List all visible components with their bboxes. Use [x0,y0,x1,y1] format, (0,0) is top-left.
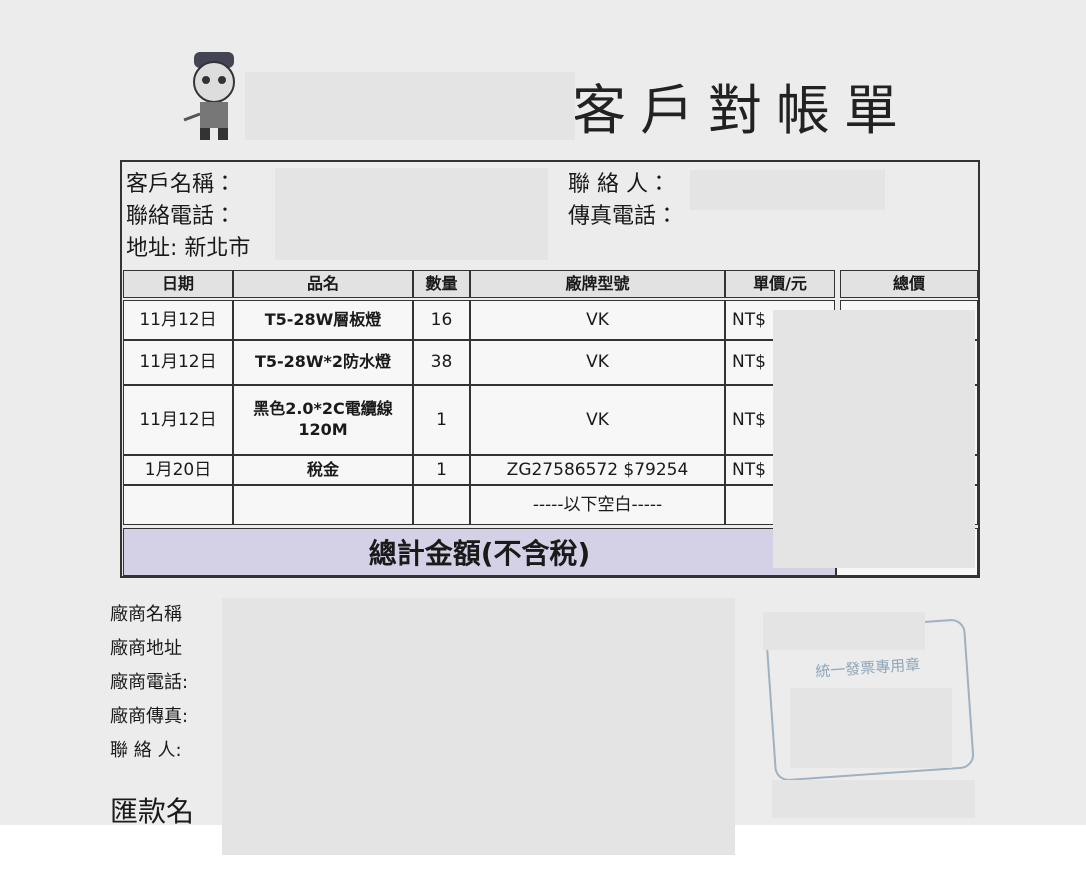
redaction [772,780,975,818]
vendor-label: 廠商電話: [110,672,189,693]
table-cell: VK [470,340,725,385]
customer-phone-label: 聯絡電話： [126,204,237,229]
table-cell: -----以下空白----- [470,485,725,525]
redaction [763,612,925,650]
table-cell: VK [470,300,725,340]
redaction [790,688,952,768]
redaction [690,170,885,210]
header-cell: 日期 [123,270,233,298]
table-cell: T5-28W層板燈 [233,300,413,340]
header-cell: 廠牌型號 [470,270,725,298]
header-cell: 數量 [413,270,470,298]
table-cell: 38 [413,340,470,385]
customer-address-label: 地址: 新北市 [126,236,251,261]
table-cell: 11月12日 [123,340,233,385]
total-label: 總計金額(不含稅) [123,528,836,576]
header-cell: 品名 [233,270,413,298]
title: 客戶對帳單 [572,79,912,142]
contact-label: 聯 絡 人： [568,172,670,197]
vendor-label: 聯 絡 人: [110,740,182,761]
table-cell: T5-28W*2防水燈 [233,340,413,385]
vendor-label: 廠商傳真: [110,706,189,727]
fax-label: 傳真電話： [568,204,679,229]
table-cell: 16 [413,300,470,340]
table-cell: 1月20日 [123,455,233,485]
redaction [245,72,575,140]
vendor-label: 廠商名稱 [110,604,182,625]
statement-box [120,160,980,578]
empty-cell [233,485,413,525]
redaction [275,168,548,260]
table-cell: ZG27586572 $79254 [470,455,725,485]
redaction [222,598,735,855]
header-cell: 單價/元 [725,270,835,298]
remit-label: 匯款名 [110,795,195,828]
table-cell: 11月12日 [123,300,233,340]
table-cell: VK [470,385,725,455]
empty-cell [123,485,233,525]
customer-name-label: 客戶名稱： [126,172,237,197]
table-cell: 1 [413,455,470,485]
header-cell: 總價 [840,270,978,298]
redaction [773,310,975,568]
logo [183,52,235,140]
table-cell: 稅金 [233,455,413,485]
table-cell: 黑色2.0*2C電纜線 120M [233,385,413,455]
empty-cell [413,485,470,525]
vendor-label: 廠商地址 [110,638,182,659]
table-cell: 1 [413,385,470,455]
table-cell: 11月12日 [123,385,233,455]
